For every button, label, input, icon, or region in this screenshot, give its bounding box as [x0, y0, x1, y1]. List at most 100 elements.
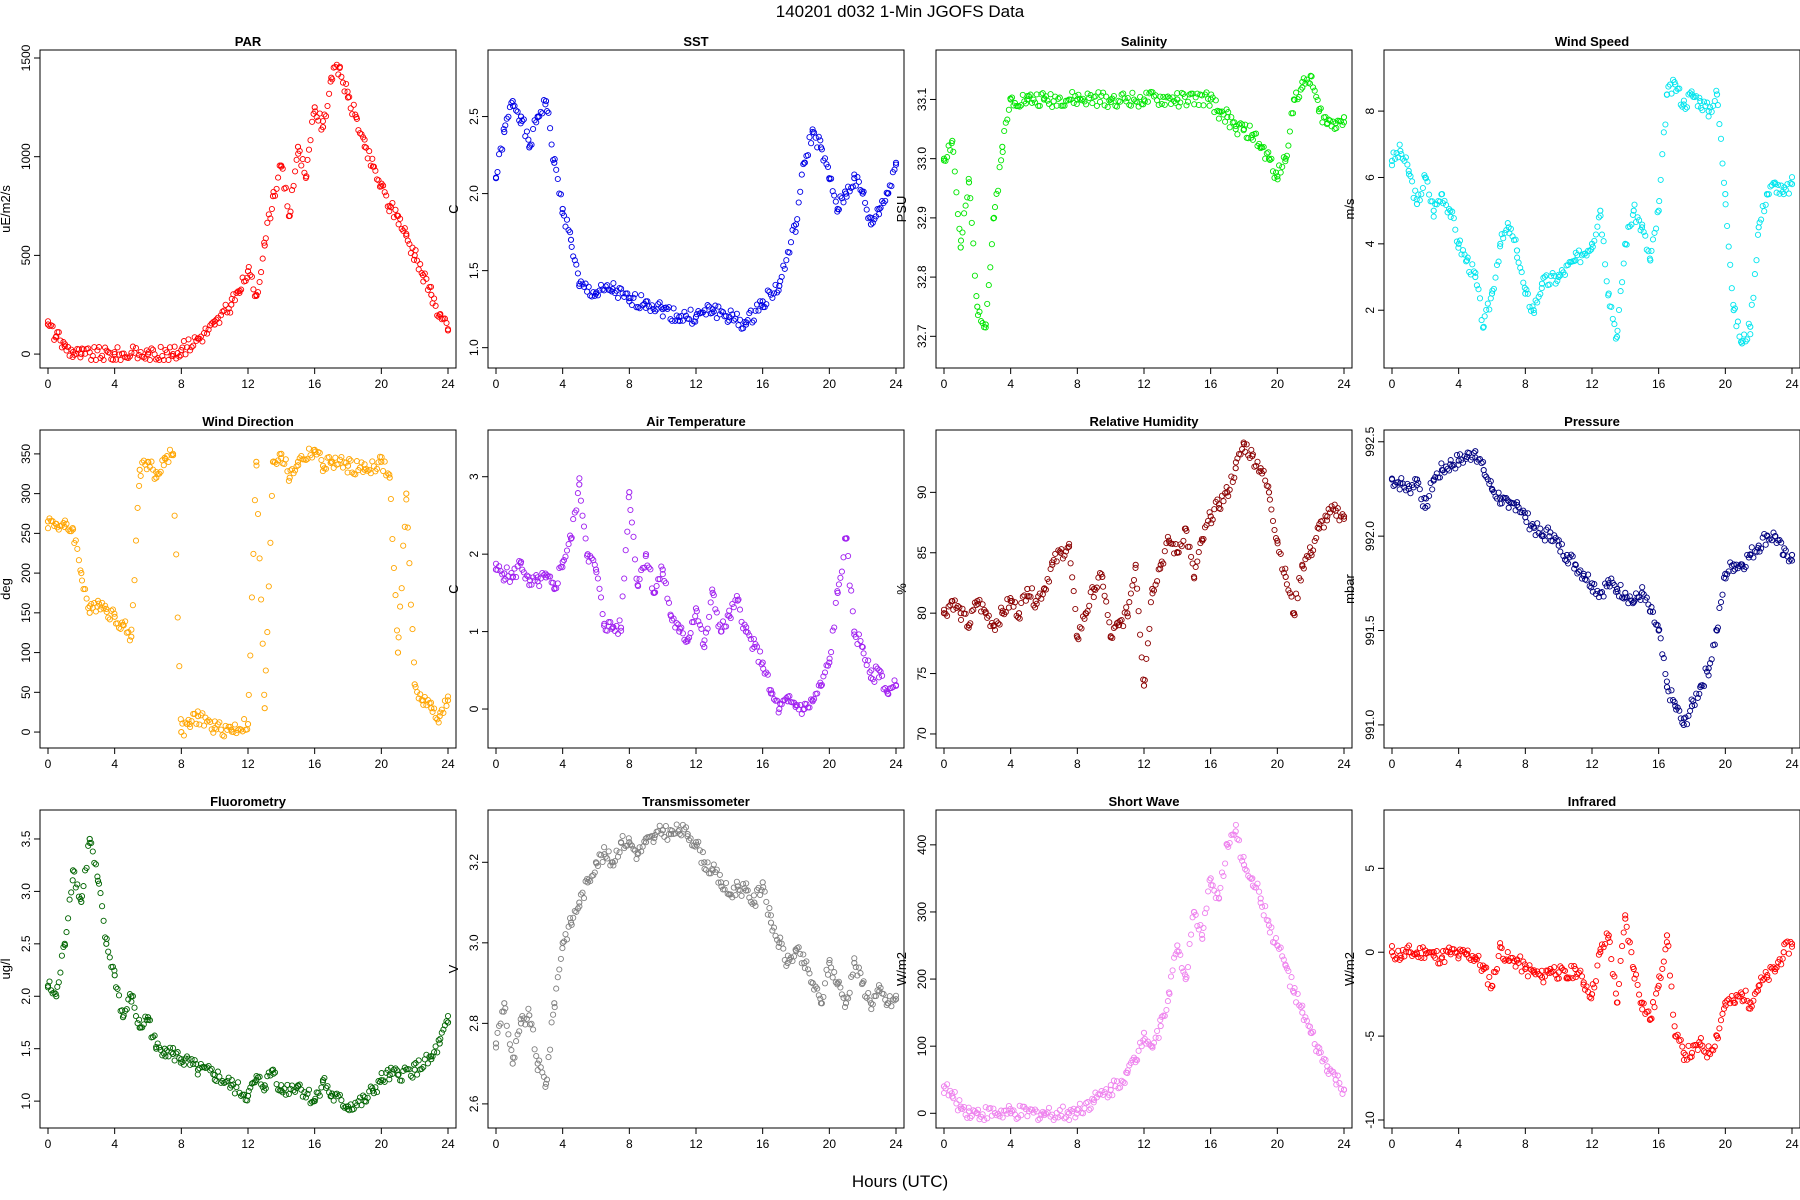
data-point [106, 349, 113, 356]
data-point [1632, 971, 1640, 978]
data-point [545, 1054, 552, 1061]
data-point [1234, 836, 1241, 843]
data-point [1164, 998, 1171, 1005]
data-point [534, 114, 541, 121]
y-tick-label: 3.0 [19, 883, 33, 900]
data-point [1422, 175, 1430, 182]
data-point [440, 709, 447, 716]
data-point [1663, 939, 1670, 946]
data-point [1277, 169, 1284, 176]
data-point [1096, 569, 1104, 577]
data-point [1742, 987, 1749, 994]
data-point [69, 867, 77, 874]
data-point [1276, 945, 1283, 952]
data-point [995, 187, 1002, 194]
data-point [658, 563, 665, 570]
data-point [888, 183, 895, 190]
data-point [95, 344, 103, 351]
data-point [1622, 912, 1629, 919]
data-point [832, 599, 839, 606]
data-point [556, 564, 563, 572]
data-point [410, 1061, 418, 1068]
data-point [1402, 154, 1409, 161]
data-point [777, 278, 784, 285]
data-point [100, 917, 107, 924]
data-point [1418, 954, 1425, 961]
data-point [1150, 1039, 1158, 1046]
data-point [1480, 458, 1487, 466]
data-point [1725, 243, 1732, 250]
data-point [585, 283, 592, 290]
data-point [766, 905, 773, 912]
data-point [582, 280, 589, 287]
data-point [1086, 602, 1093, 609]
data-point [1730, 301, 1737, 308]
data-point [60, 943, 67, 951]
data-point [1666, 81, 1674, 88]
data-point [517, 560, 524, 567]
data-point [1622, 915, 1629, 922]
data-point [129, 602, 136, 609]
x-tick-label: 4 [111, 377, 118, 391]
data-point [1646, 608, 1653, 615]
data-point [829, 627, 836, 634]
data-point [207, 1067, 214, 1074]
data-point [1124, 610, 1131, 617]
data-point [205, 326, 212, 333]
data-point [1056, 1107, 1063, 1114]
data-point [1126, 599, 1133, 606]
data-point [1480, 324, 1487, 331]
data-point [1541, 273, 1548, 280]
data-point [974, 303, 981, 310]
data-point [707, 599, 714, 606]
data-point [264, 219, 271, 226]
x-tick-label: 4 [111, 757, 118, 771]
data-point [811, 986, 818, 993]
data-point [412, 247, 419, 254]
data-point [318, 456, 325, 464]
data-point [1285, 142, 1292, 149]
data-point [740, 625, 747, 632]
data-point [1572, 257, 1579, 264]
data-point [871, 678, 878, 685]
data-point [397, 603, 404, 610]
data-point [1492, 274, 1499, 281]
data-point [247, 1084, 254, 1091]
data-point [885, 691, 892, 698]
x-tick-label: 16 [756, 1137, 770, 1151]
data-point [851, 959, 858, 967]
data-point [1036, 102, 1043, 109]
series-texture [940, 439, 1348, 684]
data-point [1090, 594, 1097, 601]
data-point [744, 629, 751, 636]
data-point [1744, 336, 1751, 343]
data-point [687, 306, 694, 313]
data-point [553, 166, 560, 173]
y-tick-label: 992.0 [1363, 521, 1377, 551]
data-point [1750, 294, 1757, 301]
data-point [75, 557, 82, 564]
data-point [394, 649, 402, 656]
data-point [1679, 1043, 1686, 1050]
data-point [1619, 279, 1626, 286]
data-point [1719, 591, 1726, 598]
data-point [241, 716, 248, 723]
x-tick-label: 12 [241, 757, 255, 771]
data-point [1022, 597, 1029, 604]
data-point [63, 520, 70, 527]
data-point [702, 629, 710, 636]
data-point [140, 354, 147, 361]
y-tick-label: 2.0 [467, 185, 481, 202]
data-point [1260, 467, 1267, 474]
x-tick-label: 20 [375, 377, 389, 391]
data-point [828, 964, 835, 971]
data-point [962, 610, 969, 617]
data-point [1137, 93, 1144, 100]
data-point [1107, 633, 1114, 640]
data-point [990, 214, 998, 221]
data-point [1266, 496, 1273, 503]
data-point [132, 1013, 140, 1020]
data-point [619, 593, 626, 600]
data-point [339, 79, 347, 86]
data-point [1656, 198, 1663, 205]
